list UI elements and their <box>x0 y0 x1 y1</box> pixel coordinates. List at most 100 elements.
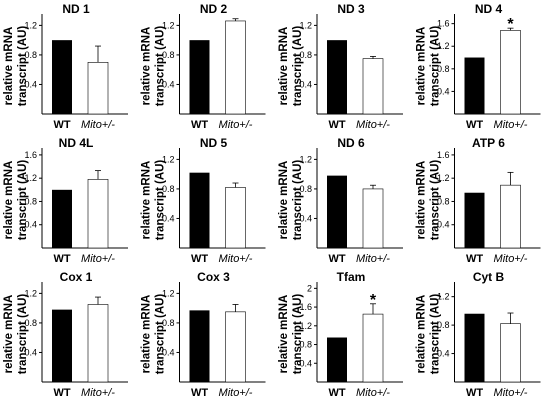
x-category-label: Mito+/- <box>219 119 253 131</box>
y-tick-label: 0.8 <box>437 64 450 74</box>
y-axis-label-line: relative mRNA <box>141 295 153 374</box>
y-tick-label: 0.4 <box>299 79 312 89</box>
panel-title: ND 5 <box>200 136 228 150</box>
x-category-label: Mito+/- <box>494 119 528 131</box>
y-tick-label: 0.8 <box>299 340 312 350</box>
x-category-label: WT <box>53 387 70 399</box>
y-tick-label: 0.4 <box>299 213 312 223</box>
bar-mito <box>225 20 246 115</box>
chart-panel: ND 4 relative mRNA transcript (AU)0.4 0.8 1.… <box>416 2 541 131</box>
y-tick-label: 1.2 <box>162 154 175 164</box>
y-axis-label-line: transcript (AU) <box>292 26 304 107</box>
y-tick-label: 0.8 <box>24 196 37 206</box>
y-axis-label: relative mRNA transcript (AU) <box>3 160 29 241</box>
y-axis-label-line: relative mRNA <box>3 27 15 106</box>
panel-title: ND 6 <box>337 136 365 150</box>
y-tick-label: 1.2 <box>299 321 312 331</box>
y-axis-label: relative mRNA transcript (AU) <box>3 26 29 107</box>
y-tick-label: 1.2 <box>24 288 37 298</box>
y-axis-label-line: transcript (AU) <box>17 26 29 107</box>
y-tick-label: 2 <box>307 283 312 293</box>
y-axis-label: relative mRNA transcript (AU) <box>141 294 167 375</box>
x-category-label: Mito+/- <box>356 253 390 265</box>
y-tick-label: 0.4 <box>437 349 450 359</box>
x-category-label: Mito+/- <box>219 253 253 265</box>
chart-panel: ND 5 relative mRNA transcript (AU)0.4 0.8 1.… <box>141 136 266 265</box>
y-axis-label: relative mRNA transcript (AU) <box>416 160 442 241</box>
bar-wt <box>52 189 72 248</box>
panel-title: ND 3 <box>337 2 365 16</box>
chart-panel: Cox 1 relative mRNA transcript (AU)0.4 0.8 1… <box>3 270 128 399</box>
bar-mito <box>500 323 521 383</box>
chart-panel: ND 3 relative mRNA transcript (AU)0.4 0.8 1.… <box>278 2 403 131</box>
bar-mito <box>500 30 521 115</box>
y-tick-label: 0.8 <box>162 184 175 194</box>
panel-title: Cox 3 <box>197 270 230 284</box>
chart-panel: ND 2 relative mRNA transcript (AU)0.4 0.8 1.… <box>141 2 266 131</box>
y-tick-label: 1.2 <box>24 20 37 30</box>
bar-mito <box>87 62 109 115</box>
x-category-label: WT <box>466 387 483 399</box>
y-tick-label: 1.6 <box>437 19 450 29</box>
panel-title: ND 4L <box>59 136 94 150</box>
bar-mito <box>225 187 246 249</box>
y-axis-label: relative mRNA transcript (AU) <box>416 294 442 375</box>
y-tick-label: 0.8 <box>437 320 450 330</box>
y-axis-label-line: transcript (AU) <box>292 294 304 375</box>
y-axis-label: relative mRNA transcript (AU) <box>278 160 304 241</box>
y-tick-label: 0.4 <box>24 220 37 230</box>
significance-marker: * <box>370 292 377 309</box>
chart-panel: ND 6 relative mRNA transcript (AU)0.4 0.8 1.… <box>278 136 403 265</box>
bar-wt <box>464 57 485 114</box>
y-axis-label-line: transcript (AU) <box>155 26 167 107</box>
y-axis-label: relative mRNA transcript (AU) <box>3 294 29 375</box>
x-category-label: WT <box>191 253 208 265</box>
y-axis-label-line: transcript (AU) <box>155 294 167 375</box>
y-axis-label: relative mRNA transcript (AU) <box>278 294 304 375</box>
y-tick-label: 0.8 <box>24 318 37 328</box>
chart-panel: ND 1 relative mRNA transcript (AU)0.4 0.8 1.… <box>3 2 128 131</box>
x-category-label: WT <box>466 253 483 265</box>
y-axis-label: relative mRNA transcript (AU) <box>278 26 304 107</box>
bar-mito <box>362 58 384 115</box>
bar-wt <box>52 40 72 114</box>
y-tick-label: 0.8 <box>24 50 37 60</box>
y-tick-label: 0.8 <box>162 318 175 328</box>
panel-title: ND 4 <box>475 2 503 16</box>
y-axis-label-line: transcript (AU) <box>430 26 442 107</box>
chart-panel: Tfam relative mRNA transcript (AU)0.4 0.8 1.… <box>278 270 403 399</box>
bar-wt <box>189 40 210 114</box>
x-category-label: Mito+/- <box>356 387 390 399</box>
x-category-label: Mito+/- <box>81 253 115 265</box>
y-tick-label: 1.2 <box>162 288 175 298</box>
y-axis-label-line: transcript (AU) <box>155 160 167 241</box>
y-axis-label-line: relative mRNA <box>416 27 428 106</box>
x-category-label: WT <box>53 253 70 265</box>
chart-panel: Cyt B relative mRNA transcript (AU)0.4 0.8 1… <box>416 270 541 399</box>
bar-wt <box>189 172 210 248</box>
chart-panel: ND 4L relative mRNA transcript (AU)0.4 0.8 1… <box>3 136 128 265</box>
bar-mito <box>362 188 384 249</box>
bar-wt <box>464 313 485 382</box>
bar-mito <box>87 179 109 249</box>
panel-title: ND 2 <box>200 2 228 16</box>
y-axis-label-line: relative mRNA <box>141 161 153 240</box>
x-category-label: Mito+/- <box>356 119 390 131</box>
y-tick-label: 0.4 <box>162 213 175 223</box>
y-axis-label-line: relative mRNA <box>3 161 15 240</box>
y-tick-label: 0.8 <box>299 184 312 194</box>
y-tick-label: 1.6 <box>299 302 312 312</box>
y-tick-label: 1.2 <box>437 173 450 183</box>
x-category-label: Mito+/- <box>81 387 115 399</box>
y-axis-label-line: relative mRNA <box>278 161 290 240</box>
bar-wt <box>52 309 72 382</box>
y-tick-label: 1.2 <box>437 41 450 51</box>
x-category-label: WT <box>466 119 483 131</box>
panel-title: ATP 6 <box>472 136 505 150</box>
y-tick-label: 1.2 <box>299 20 312 30</box>
y-tick-label: 0.4 <box>299 358 312 368</box>
panel-title: Cox 1 <box>60 270 93 284</box>
y-tick-label: 1.2 <box>437 292 450 302</box>
x-category-label: WT <box>328 387 345 399</box>
